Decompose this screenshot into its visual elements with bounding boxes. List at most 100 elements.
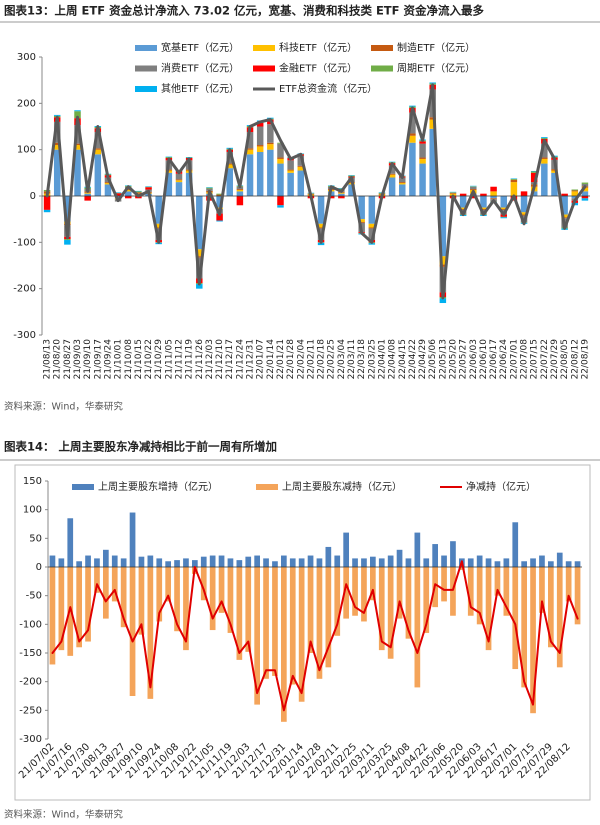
bar [565,561,572,567]
x-tick-label: 22/02/25 [327,339,337,379]
bar [135,191,142,193]
bar [571,191,579,196]
bar [277,158,284,164]
x-tick-label: 22/07/15 [530,339,540,379]
bar [388,165,396,174]
bar [541,143,548,158]
bar [352,558,358,567]
bar [272,561,278,567]
bar [287,160,294,170]
bar [459,196,467,208]
bar [125,189,132,192]
bar [277,143,284,158]
bar [441,567,447,602]
bar [439,298,447,304]
bar [358,219,365,222]
bar [574,561,581,567]
bar [396,549,403,567]
bar [565,567,572,602]
legend-swatch [253,65,275,72]
bar [114,193,122,196]
x-tick-label: 21/09/10 [83,339,93,380]
bar [263,558,269,567]
bar [246,154,254,196]
bar [165,170,173,173]
bar [58,567,65,651]
bar [500,207,507,209]
bar [277,205,284,208]
bar [327,196,335,199]
bar [317,227,325,229]
bar [494,567,501,596]
bar [388,177,396,196]
bar [236,189,244,190]
legend-swatch [253,45,275,51]
bar [561,217,568,219]
bar [467,558,474,567]
bar [439,196,447,257]
bar [334,555,341,567]
bar [343,567,349,619]
bar [429,82,436,84]
bar [246,132,254,149]
bar [256,151,264,196]
x-tick-label: 21/10/08 [124,339,134,380]
legend-label: 净减持（亿元） [466,480,536,493]
bar [432,544,438,567]
bar [64,240,71,245]
bar [103,567,109,619]
x-tick-label: 22/01/14 [266,339,276,380]
bar [368,196,376,224]
bar [388,174,396,178]
x-tick-label: 22/04/08 [388,339,398,380]
bar [503,567,510,616]
bar [368,243,376,245]
bar [216,220,223,222]
x-tick-label: 21/09/03 [73,339,83,379]
bar [419,163,426,196]
bar [111,555,118,567]
bar [43,209,51,213]
bar [147,555,154,567]
bar [147,567,154,699]
bar [490,186,497,192]
bar [165,567,171,602]
x-tick-label: 22/06/10 [479,339,489,380]
y-tick-label: -150 [19,648,42,659]
bar [183,558,189,567]
bar [192,560,198,567]
bar [53,114,61,116]
bar [74,143,81,146]
x-tick-label: 22/06/17 [489,339,499,379]
bar [297,155,305,166]
chart-title: 图表14： 上周主要股东净减持相比于前一周有所增加 [4,440,277,454]
bar [174,567,180,632]
bar [423,567,430,633]
x-tick-label: 21/12/24 [235,339,245,380]
bar [317,223,325,228]
bar [368,228,376,241]
legend-label: 上周主要股东增持（亿元） [98,480,218,493]
bar [520,196,528,213]
x-tick-label: 22/02/18 [317,339,327,380]
bar [325,546,332,567]
bar [256,122,264,127]
bar [378,558,385,567]
bar [145,187,152,190]
bar [165,172,173,196]
bar [206,188,213,191]
bar [409,105,416,107]
bar [370,567,376,601]
bar [571,190,579,192]
bar [85,567,91,642]
bar [512,567,519,670]
bar [84,196,91,201]
bar [500,196,507,208]
bar [155,223,162,228]
bar [494,561,501,567]
bar [548,561,554,567]
bar [503,558,510,567]
bar [185,172,193,196]
y-tick-label: -100 [13,237,36,248]
bar [307,567,314,653]
